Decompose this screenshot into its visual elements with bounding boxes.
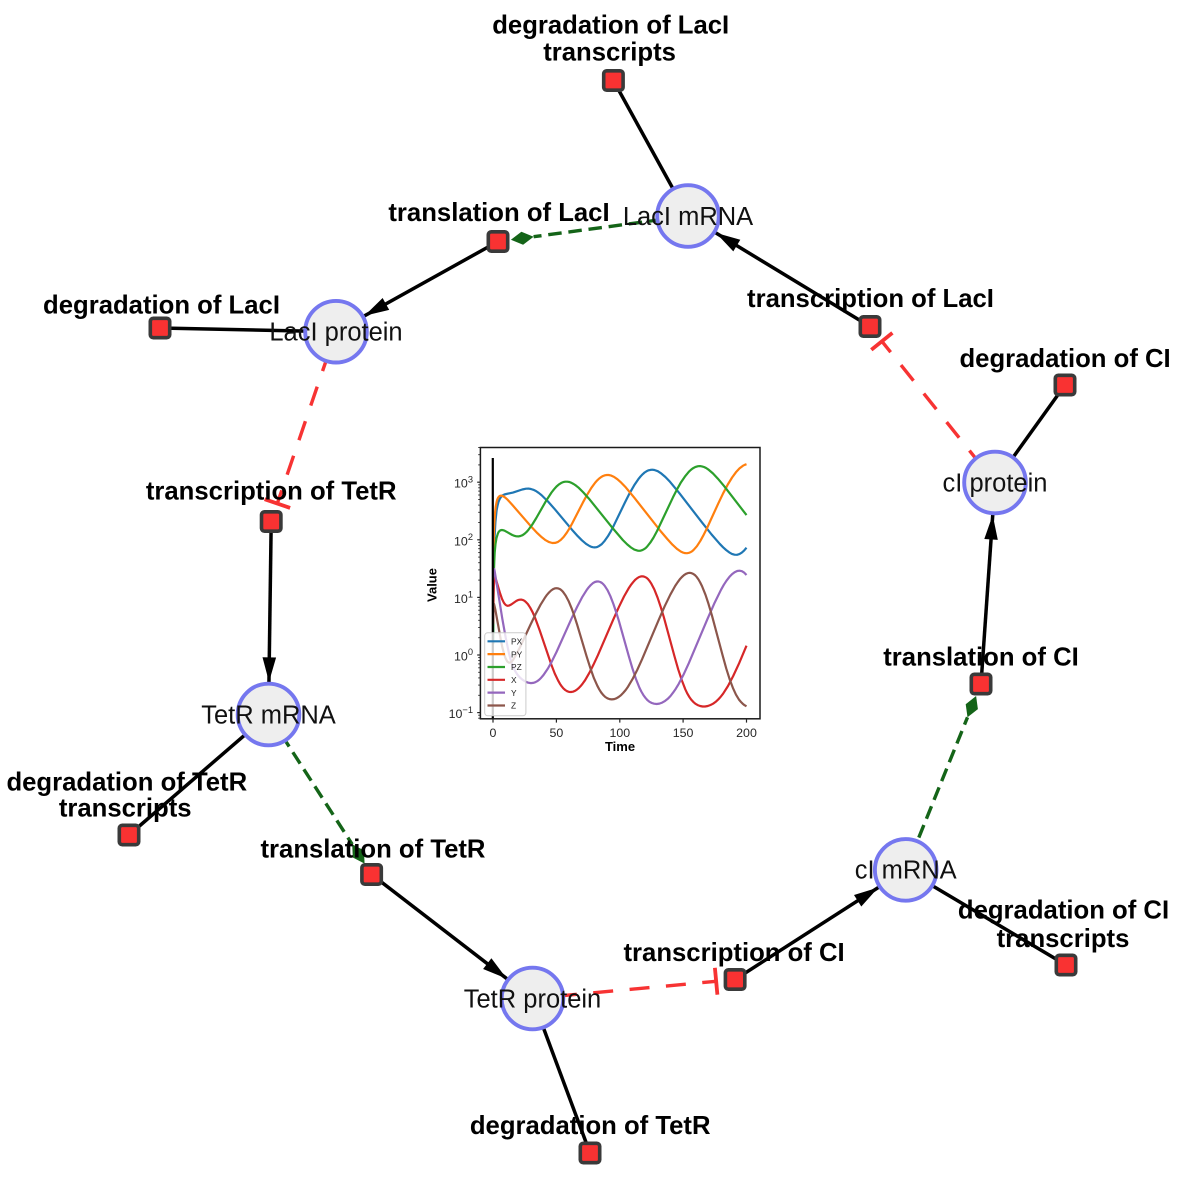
svg-text:PY: PY xyxy=(511,649,523,659)
svg-text:TetR mRNA: TetR mRNA xyxy=(201,701,336,729)
svg-text:degradation of CI: degradation of CI xyxy=(958,896,1169,924)
svg-text:PX: PX xyxy=(511,637,523,647)
svg-text:degradation of TetR: degradation of TetR xyxy=(6,769,247,797)
svg-text:degradation of LacI: degradation of LacI xyxy=(43,292,280,320)
svg-text:200: 200 xyxy=(736,726,757,740)
svg-text:Time: Time xyxy=(605,739,635,754)
svg-text:Y: Y xyxy=(511,688,517,698)
svg-text:cI mRNA: cI mRNA xyxy=(855,857,957,885)
svg-text:transcription of TetR: transcription of TetR xyxy=(146,478,397,506)
svg-text:LacI mRNA: LacI mRNA xyxy=(623,203,753,231)
svg-text:degradation of LacI: degradation of LacI xyxy=(492,11,729,39)
svg-text:0: 0 xyxy=(490,726,497,740)
svg-text:Z: Z xyxy=(511,701,516,711)
svg-text:TetR protein: TetR protein xyxy=(464,985,602,1013)
svg-text:transcripts: transcripts xyxy=(997,925,1130,953)
svg-text:translation of LacI: translation of LacI xyxy=(388,199,609,227)
svg-text:LacI protein: LacI protein xyxy=(269,319,402,347)
svg-text:degradation of CI: degradation of CI xyxy=(959,345,1170,373)
svg-text:transcription of LacI: transcription of LacI xyxy=(747,285,994,313)
svg-text:100: 100 xyxy=(609,726,630,740)
svg-text:50: 50 xyxy=(550,726,564,740)
svg-text:transcripts: transcripts xyxy=(543,38,676,66)
svg-text:translation of TetR: translation of TetR xyxy=(260,835,485,863)
svg-text:X: X xyxy=(511,675,517,685)
svg-text:150: 150 xyxy=(673,726,694,740)
svg-text:transcription of CI: transcription of CI xyxy=(623,939,844,967)
svg-text:Value: Value xyxy=(424,568,439,602)
svg-text:translation of CI: translation of CI xyxy=(883,644,1079,672)
svg-text:transcripts: transcripts xyxy=(59,794,192,822)
svg-text:cI protein: cI protein xyxy=(943,469,1048,497)
svg-text:PZ: PZ xyxy=(511,662,522,672)
svg-text:degradation of TetR: degradation of TetR xyxy=(470,1112,711,1140)
